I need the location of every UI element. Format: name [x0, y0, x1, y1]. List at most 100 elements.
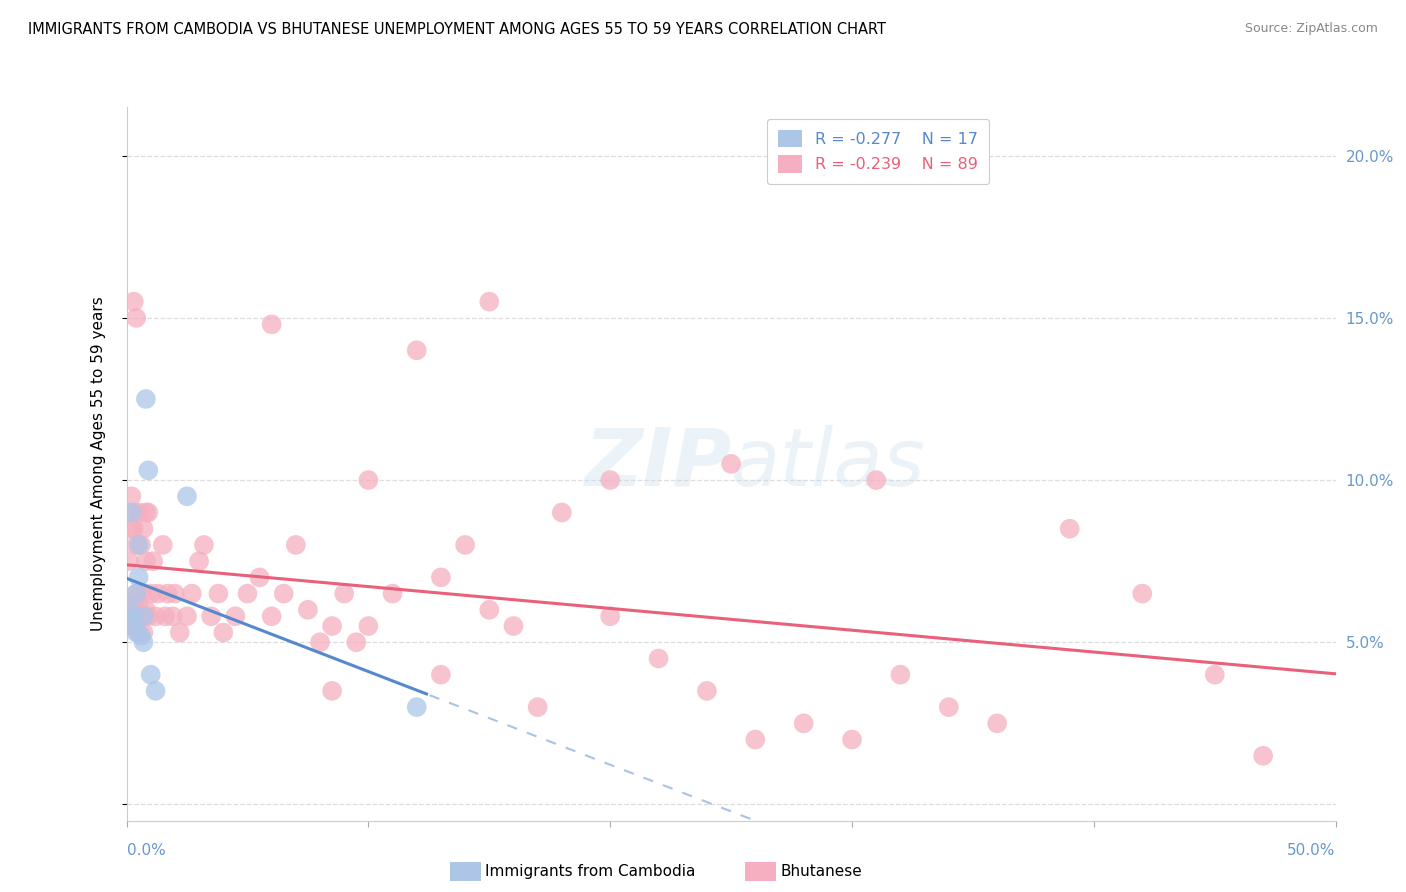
Point	[120, 596, 142, 610]
Point	[357, 619, 380, 633]
Text: 50.0%: 50.0%	[1288, 843, 1336, 858]
Point	[139, 586, 162, 600]
Point	[744, 732, 766, 747]
Point	[236, 586, 259, 600]
Point	[135, 506, 157, 520]
Point	[142, 554, 165, 568]
Point	[309, 635, 332, 649]
Point	[344, 635, 367, 649]
Point	[357, 473, 380, 487]
Point	[1204, 667, 1226, 681]
Point	[297, 603, 319, 617]
Point	[122, 609, 145, 624]
Point	[135, 392, 157, 406]
Point	[193, 538, 215, 552]
Point	[129, 586, 152, 600]
Point	[176, 609, 198, 624]
Point	[120, 489, 142, 503]
Point	[132, 609, 155, 624]
Point	[273, 586, 295, 600]
Point	[128, 538, 150, 552]
Point	[129, 538, 152, 552]
Point	[405, 700, 427, 714]
Point	[156, 586, 179, 600]
Point	[118, 619, 141, 633]
Point	[125, 625, 148, 640]
Text: ZIP: ZIP	[583, 425, 731, 503]
Point	[865, 473, 887, 487]
Point	[128, 609, 150, 624]
Point	[145, 684, 167, 698]
Point	[696, 684, 718, 698]
Point	[212, 625, 235, 640]
Point	[120, 522, 142, 536]
Point	[841, 732, 863, 747]
Point	[1251, 748, 1274, 763]
Point	[136, 463, 159, 477]
Point	[599, 473, 621, 487]
Point	[454, 538, 477, 552]
Point	[478, 603, 501, 617]
Point	[122, 506, 145, 520]
Point	[129, 609, 152, 624]
Point	[793, 716, 815, 731]
Point	[321, 619, 343, 633]
Text: 0.0%: 0.0%	[127, 843, 166, 858]
Text: Source: ZipAtlas.com: Source: ZipAtlas.com	[1244, 22, 1378, 36]
Point	[1130, 586, 1153, 600]
Point	[135, 554, 157, 568]
Point	[125, 538, 148, 552]
Point	[176, 489, 198, 503]
Point	[321, 684, 343, 698]
Point	[1059, 522, 1081, 536]
Point	[135, 603, 157, 617]
Point	[284, 538, 307, 552]
Point	[129, 629, 152, 643]
Point	[125, 586, 148, 600]
Point	[478, 294, 501, 309]
Point	[430, 667, 453, 681]
Point	[188, 554, 211, 568]
Point	[889, 667, 911, 681]
Point	[132, 635, 155, 649]
Point	[136, 609, 159, 624]
Legend: R = -0.277    N = 17, R = -0.239    N = 89: R = -0.277 N = 17, R = -0.239 N = 89	[768, 119, 990, 184]
Text: Immigrants from Cambodia: Immigrants from Cambodia	[485, 864, 696, 879]
Point	[169, 625, 191, 640]
Point	[155, 609, 177, 624]
Text: Bhutanese: Bhutanese	[780, 864, 862, 879]
Point	[122, 294, 145, 309]
Point	[132, 609, 155, 624]
Point	[132, 522, 155, 536]
Point	[333, 586, 356, 600]
Point	[551, 506, 574, 520]
Point	[249, 570, 271, 584]
Text: atlas: atlas	[731, 425, 927, 503]
Point	[122, 609, 145, 624]
Point	[128, 570, 150, 584]
Point	[647, 651, 669, 665]
Point	[118, 603, 141, 617]
Point	[136, 506, 159, 520]
Point	[120, 506, 142, 520]
Point	[118, 603, 141, 617]
Point	[120, 619, 142, 633]
Point	[128, 506, 150, 520]
Point	[146, 586, 169, 600]
Point	[162, 609, 184, 624]
Point	[132, 625, 155, 640]
Point	[938, 700, 960, 714]
Point	[200, 609, 222, 624]
Point	[163, 586, 186, 600]
Point	[381, 586, 404, 600]
Point	[125, 609, 148, 624]
Point	[128, 625, 150, 640]
Point	[122, 596, 145, 610]
Point	[599, 609, 621, 624]
Point	[430, 570, 453, 584]
Point	[125, 310, 148, 325]
Point	[139, 667, 162, 681]
Point	[152, 538, 174, 552]
Y-axis label: Unemployment Among Ages 55 to 59 years: Unemployment Among Ages 55 to 59 years	[91, 296, 105, 632]
Point	[122, 522, 145, 536]
